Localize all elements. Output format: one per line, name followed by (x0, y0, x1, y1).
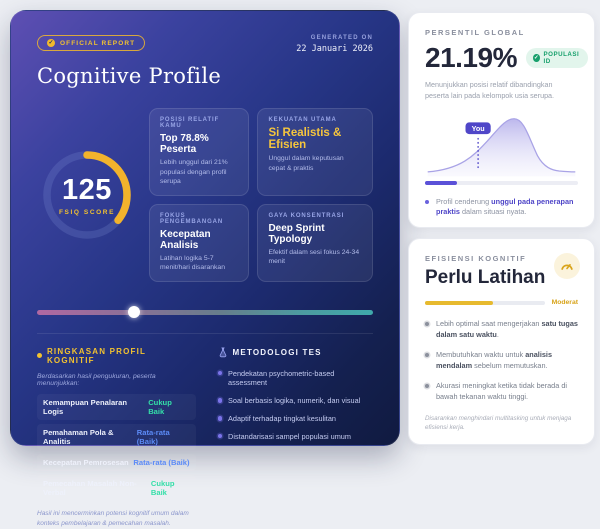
summary-row-label: Kemampuan Penalaran Logis (43, 397, 127, 416)
check-circle-icon: ✓ (532, 54, 540, 62)
flask-icon (219, 347, 226, 357)
summary-row-label: Pemecahan Masalah Non-Verbal (43, 478, 137, 497)
check-badge-icon: ✓ (47, 39, 55, 47)
populasi-id-label: POPULASI ID (543, 51, 580, 65)
summary-section: RINGKASAN PROFIL KOGNITIF Berdasarkan ha… (37, 347, 196, 529)
generated-date: 22 Januari 2026 (296, 44, 373, 54)
percentile-insight: Potensi berkembang kuat pada skill tekni… (425, 227, 578, 228)
generated-block: GENERATED ON 22 Januari 2026 (296, 35, 373, 54)
gauge-icon (554, 253, 580, 279)
page-title: Cognitive Profile (37, 64, 222, 88)
summary-row-value: Rata-rata (Baik) (133, 457, 190, 467)
efficiency-insight: Membutuhkan waktu untuk analisis mendala… (425, 350, 578, 371)
percentile-heading: PERSENTIL GLOBAL (425, 28, 525, 37)
efficiency-title: Perlu Latihan (425, 267, 546, 288)
methodology-heading: METODOLOGI TES (232, 347, 322, 357)
gold-dot-icon (37, 353, 42, 359)
summary-row-label: Kecepatan Pemrosesan (43, 457, 129, 467)
methodology-section: METODOLOGI TES Pendekatan psychometric-b… (217, 347, 373, 529)
bullet-dot-icon (425, 199, 429, 204)
progress-fill (425, 300, 494, 305)
card-title: Top 78.8% Peserta (160, 133, 209, 155)
card-desc: Lebih unggul dari 21% populasi dengan pr… (160, 159, 228, 186)
bullet-dot-icon (425, 353, 429, 358)
bell-curve-icon: You (427, 117, 576, 176)
card-desc: Latihan logika 5-7 menit/hari disarankan (160, 254, 225, 272)
summary-row: Pemecahan Masalah Non-Verbal Cukup Baik (37, 474, 196, 501)
spectrum-slider-track (37, 309, 373, 315)
summary-heading: RINGKASAN PROFIL KOGNITIF (46, 346, 146, 365)
percentile-description: Menunjukkan posisi relatif dibandingkan … (425, 80, 555, 100)
summary-row: Kecepatan Pemrosesan Rata-rata (Baik) (37, 453, 196, 471)
card-title: Si Realistis & Efisien (268, 127, 342, 151)
percentile-card: PERSENTIL GLOBAL 21.19% ✓ POPULASI ID Me… (408, 12, 595, 228)
spectrum-slider-handle[interactable] (128, 305, 141, 318)
you-marker-badge (465, 121, 491, 134)
card-fokus-pengembangan: FOKUS PENGEMBANGAN Kecepatan Analisis La… (149, 203, 250, 282)
section-divider (37, 332, 373, 334)
populasi-id-badge: ✓ POPULASI ID (525, 48, 588, 68)
card-gaya-konsentrasi: GAYA KONSENTRASI Deep Sprint Typology Ef… (257, 203, 373, 282)
methodology-item: Pendekatan psychometric-based assessment (217, 369, 373, 389)
official-report-badge: ✓ OFFICIAL REPORT (37, 35, 146, 51)
percentile-insight: Profil cenderung unggul pada penerapan p… (425, 197, 578, 218)
efficiency-insight: Lebih optimal saat mengerjakan satu tuga… (425, 319, 578, 340)
card-desc: Efektif dalam sesi fokus 24-34 menit (268, 248, 360, 266)
fsiq-score-value: 125 (62, 173, 112, 206)
methodology-item: Adaptif terhadap tingkat kesulitan (217, 414, 373, 424)
efficiency-card: EFISIENSI KOGNITIF Perlu Latihan Moderat… (408, 238, 595, 445)
summary-row: Pemahaman Pola & Analitis Rata-rata (Bai… (37, 423, 196, 450)
generated-on-label: GENERATED ON (310, 35, 373, 41)
card-title: Kecepatan Analisis (160, 228, 211, 251)
official-report-label: OFFICIAL REPORT (60, 39, 136, 47)
efficiency-progress: Moderat (425, 299, 578, 306)
percentile-track-fill (425, 180, 458, 185)
bullet-dot-icon (217, 370, 223, 376)
spectrum-slider (37, 305, 373, 318)
percentile-value: 21.19% (425, 42, 517, 73)
summary-footnote: Hasil ini mencerminkan potensi kognitif … (37, 509, 189, 527)
summary-row: Kemampuan Penalaran Logis Cukup Baik (37, 393, 196, 420)
bullet-dot-icon (425, 322, 429, 326)
bullet-dot-icon (425, 384, 429, 389)
fsiq-gauge: 125 FSIQ SCORE (41, 149, 133, 241)
summary-row-value: Cukup Baik (150, 478, 175, 497)
report-header: ✓ OFFICIAL REPORT GENERATED ON 22 Januar… (37, 35, 373, 54)
efficiency-footnote: Disarankan menghindari multitasking untu… (425, 415, 572, 432)
methodology-item: Distandarisasi sampel populasi umum (217, 432, 373, 442)
progress-track (425, 300, 545, 305)
bullet-dot-icon (217, 416, 223, 421)
distribution-chart: You (425, 108, 578, 185)
card-label: GAYA KONSENTRASI (268, 212, 345, 219)
efficiency-heading: EFISIENSI KOGNITIF (425, 254, 527, 263)
summary-intro: Berdasarkan hasil pengukuran, peserta me… (37, 372, 156, 387)
card-label: FOKUS PENGEMBANGAN (160, 212, 224, 225)
summary-row-value: Cukup Baik (148, 397, 172, 416)
card-title: Deep Sprint Typology (268, 222, 325, 245)
highlight-grid: POSISI RELATIF KAMU Top 78.8% Peserta Le… (149, 108, 373, 282)
fsiq-score-caption: FSIQ SCORE (58, 208, 116, 216)
bullet-dot-icon (217, 398, 223, 403)
card-desc: Unggul dalam keputusan cepat & praktis (268, 155, 344, 172)
summary-row-value: Rata-rata (Baik) (136, 427, 170, 446)
card-kekuatan-utama: KEKUATAN UTAMA Si Realistis & Efisien Un… (257, 108, 373, 196)
gauge-ring-icon (43, 151, 131, 239)
methodology-item: Soal berbasis logika, numerik, dan visua… (217, 396, 373, 406)
efficiency-insight: Akurasi meningkat ketika tidak berada di… (425, 381, 578, 402)
card-label: KEKUATAN UTAMA (268, 117, 337, 123)
you-marker-label: You (472, 124, 485, 133)
bullet-dot-icon (217, 433, 223, 439)
card-posisi-relatif: POSISI RELATIF KAMU Top 78.8% Peserta Le… (149, 108, 250, 196)
card-label: POSISI RELATIF KAMU (160, 117, 220, 129)
percentile-track (425, 180, 578, 185)
summary-row-label: Pemahaman Pola & Analitis (43, 427, 114, 446)
progress-level-label: Moderat (551, 299, 578, 306)
cognitive-report-card: ✓ OFFICIAL REPORT GENERATED ON 22 Januar… (10, 10, 400, 527)
